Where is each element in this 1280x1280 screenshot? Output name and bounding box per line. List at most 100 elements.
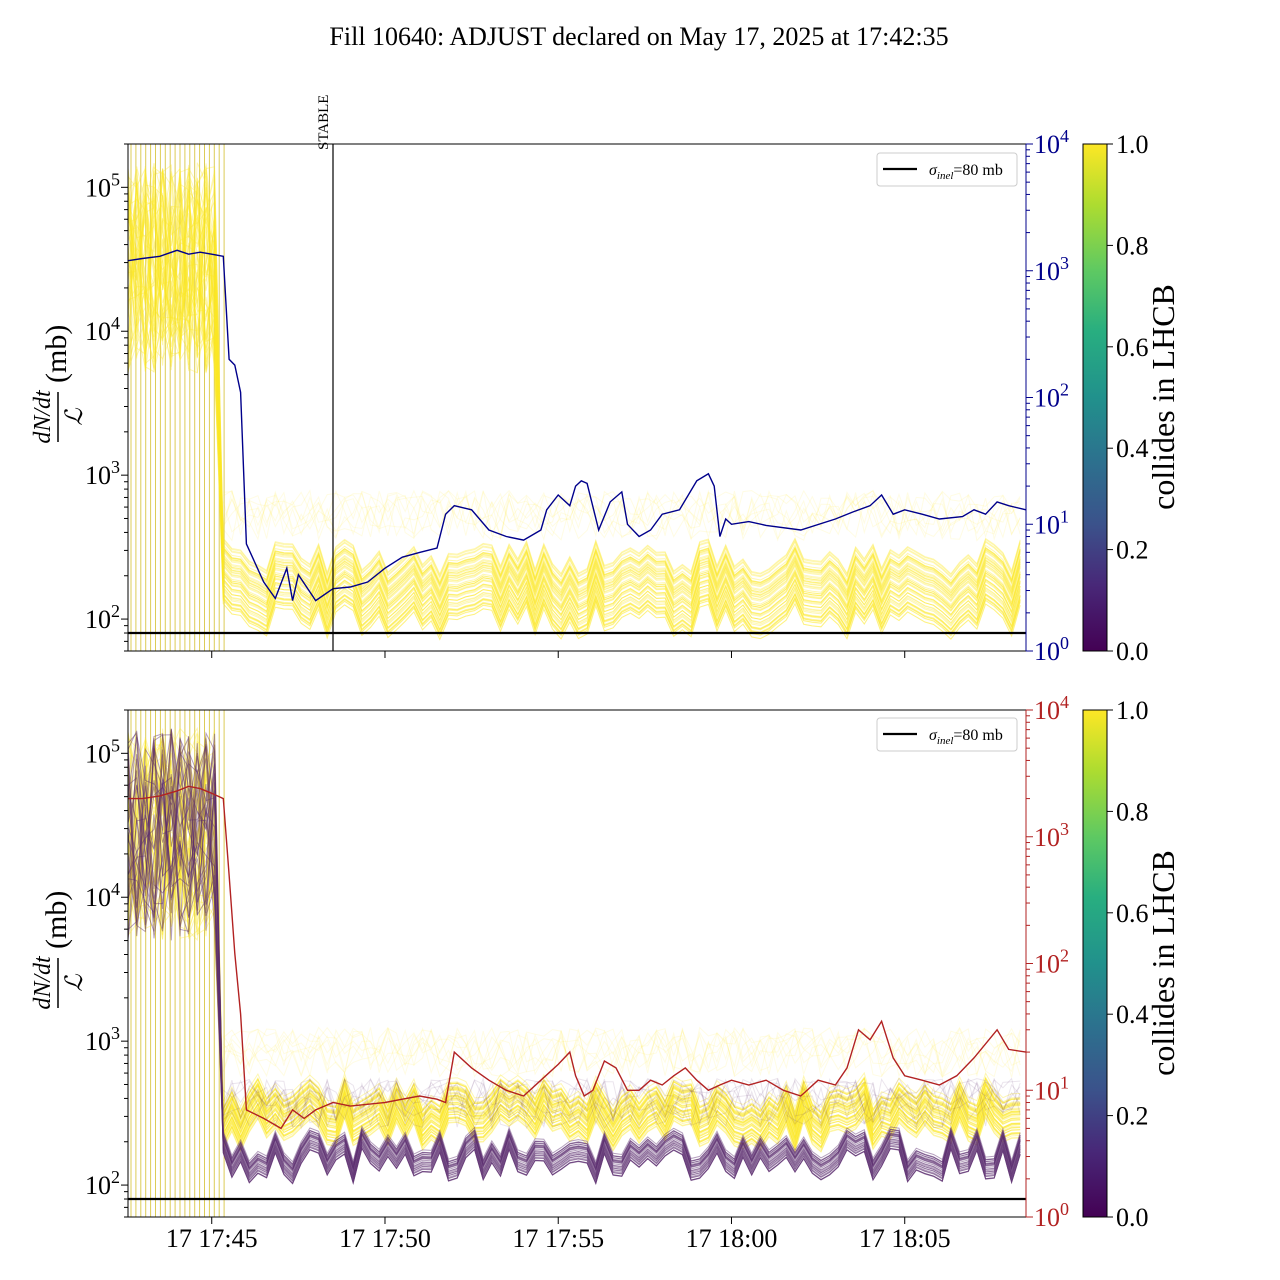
bottom-band-outlier (222, 1076, 1021, 1129)
bottom-band-trace (128, 765, 1021, 1170)
top-band-trace (128, 168, 1021, 641)
top-band-trace (128, 186, 1021, 602)
bottom-left-tick-label: 105 (85, 735, 120, 768)
bottom-band-trace (128, 759, 1021, 1149)
top-band-trace (128, 166, 1021, 632)
top-right-tick-label-base: 10 (1034, 510, 1060, 539)
bottom-band-trace (128, 746, 1021, 1140)
bottom-left-tick-label-exp: 2 (111, 1167, 120, 1187)
top-band-outlier (222, 490, 1021, 542)
top-band-trace (128, 168, 1021, 589)
top-left-tick-label-exp: 4 (111, 313, 120, 333)
bottom-colorbar-tick-label: 0.8 (1116, 797, 1149, 826)
bottom-band-trace (128, 733, 1021, 1128)
bottom-band-trace (128, 746, 1021, 1130)
top-stable-label: STABLE (316, 95, 332, 150)
top-ylabel-unit: (mb) (40, 325, 73, 383)
bottom-band-trace (128, 740, 1021, 1120)
bottom-band-outlier (222, 1026, 1021, 1080)
bottom-left-tick-label-base: 10 (85, 1171, 111, 1200)
bottom-band-trace (128, 745, 1021, 1171)
bottom-band-trace (128, 773, 1021, 1176)
top-y-axis-label: dN/dt ℒ (mb) (30, 325, 88, 444)
bottom-band-trace (128, 741, 1021, 1141)
top-right-tick-label-exp: 2 (1060, 380, 1069, 400)
top-colorbar-tick-label: 0.8 (1116, 231, 1149, 260)
top-band-trace (128, 184, 1021, 612)
bottom-band-outlier (223, 1077, 1021, 1129)
bottom-band-trace (128, 817, 1021, 1135)
bottom-band-trace (128, 732, 1021, 1115)
bottom-band-trace (128, 755, 1021, 1166)
top-band-trace (128, 203, 1021, 586)
top-legend-sub: inel (937, 170, 954, 182)
bottom-band-trace (128, 737, 1021, 1131)
bottom-band-trace (128, 737, 1021, 1127)
bottom-band-outlier (222, 1078, 1021, 1129)
top-band-trace (128, 167, 1021, 595)
top-band-trace (128, 192, 1021, 610)
bottom-legend-sub: inel (937, 735, 954, 747)
bottom-band-trace (128, 743, 1021, 1126)
bottom-left-tick-label: 103 (85, 1023, 120, 1056)
bottom-ylabel-den: ℒ (62, 974, 88, 992)
top-ylabel-den: ℒ (62, 408, 88, 426)
bottom-left-tick-label: 102 (85, 1167, 120, 1200)
bottom-right-series-line (128, 785, 1026, 1130)
top-legend: σinel=80 mb (876, 152, 1018, 187)
bottom-band-trace (128, 733, 1021, 1172)
top-right-tick-label: 102 (1034, 380, 1069, 413)
top-band-trace (128, 195, 1021, 619)
bottom-band-outlier (223, 1027, 1021, 1078)
top-band-trace (128, 164, 1021, 631)
bottom-left-tick-label-exp: 5 (111, 735, 120, 755)
top-left-tick-label-base: 10 (85, 317, 111, 346)
bottom-band-trace (128, 759, 1021, 1136)
top-colorbar-tick-label: 0.4 (1116, 434, 1149, 463)
top-band-trace (128, 176, 1021, 616)
top-colorbar-ticks: 0.0 0.2 0.4 0.6 0.8 1.0 (1107, 130, 1149, 666)
top-band-trace (128, 173, 1021, 625)
bottom-left-tick-label-exp: 3 (111, 1023, 120, 1043)
top-right-tick-label-base: 10 (1034, 637, 1060, 666)
bottom-right-tick-label-exp: 0 (1060, 1199, 1069, 1219)
top-band-trace (128, 162, 1021, 632)
bottom-band-outlier (222, 1077, 1021, 1130)
bottom-band-outlier (222, 1027, 1021, 1079)
bottom-band-trace (128, 769, 1021, 1146)
bottom-right-tick-label: 103 (1034, 819, 1069, 852)
bottom-band-trace (128, 739, 1021, 1115)
bottom-band-trace (128, 795, 1021, 1134)
bottom-band-trace (128, 738, 1021, 1142)
top-band-trace (128, 162, 1021, 635)
bottom-band-trace (128, 778, 1021, 1132)
bottom-band-trace (128, 729, 1021, 1121)
top-band-trace (128, 176, 1021, 588)
bottom-band-trace (128, 762, 1021, 1122)
top-right-tick-label-base: 10 (1034, 130, 1060, 159)
top-band-trace (128, 190, 1021, 641)
bottom-colorbar-ticks: 0.0 0.2 0.4 0.6 0.8 1.0 (1107, 696, 1149, 1232)
bottom-band-trace (128, 735, 1021, 1136)
bottom-right-tick-label: 101 (1034, 1072, 1069, 1105)
bottom-right-tick-label-base: 10 (1034, 823, 1060, 852)
bottom-band-trace (128, 731, 1021, 1144)
bottom-left-tick-label: 104 (85, 879, 120, 912)
top-band-trace (128, 187, 1021, 617)
bottom-band-trace (128, 775, 1021, 1140)
bottom-right-tick-label-exp: 2 (1060, 946, 1069, 966)
top-band-trace (128, 175, 1021, 593)
top-colorbar-tick-label: 1.0 (1116, 130, 1149, 159)
top-left-tick-label-exp: 5 (111, 169, 120, 189)
top-band-trace (128, 167, 1021, 610)
top-legend-box (876, 152, 1018, 187)
bottom-band-trace (128, 770, 1021, 1172)
top-band-trace (128, 184, 1021, 585)
top-band-trace (128, 276, 1021, 602)
top-left-tick-label: 103 (85, 457, 120, 490)
top-colorbar-tick-label: 0.6 (1116, 333, 1149, 362)
top-right-tick-label-base: 10 (1034, 257, 1060, 286)
bottom-band-trace (128, 752, 1021, 1141)
